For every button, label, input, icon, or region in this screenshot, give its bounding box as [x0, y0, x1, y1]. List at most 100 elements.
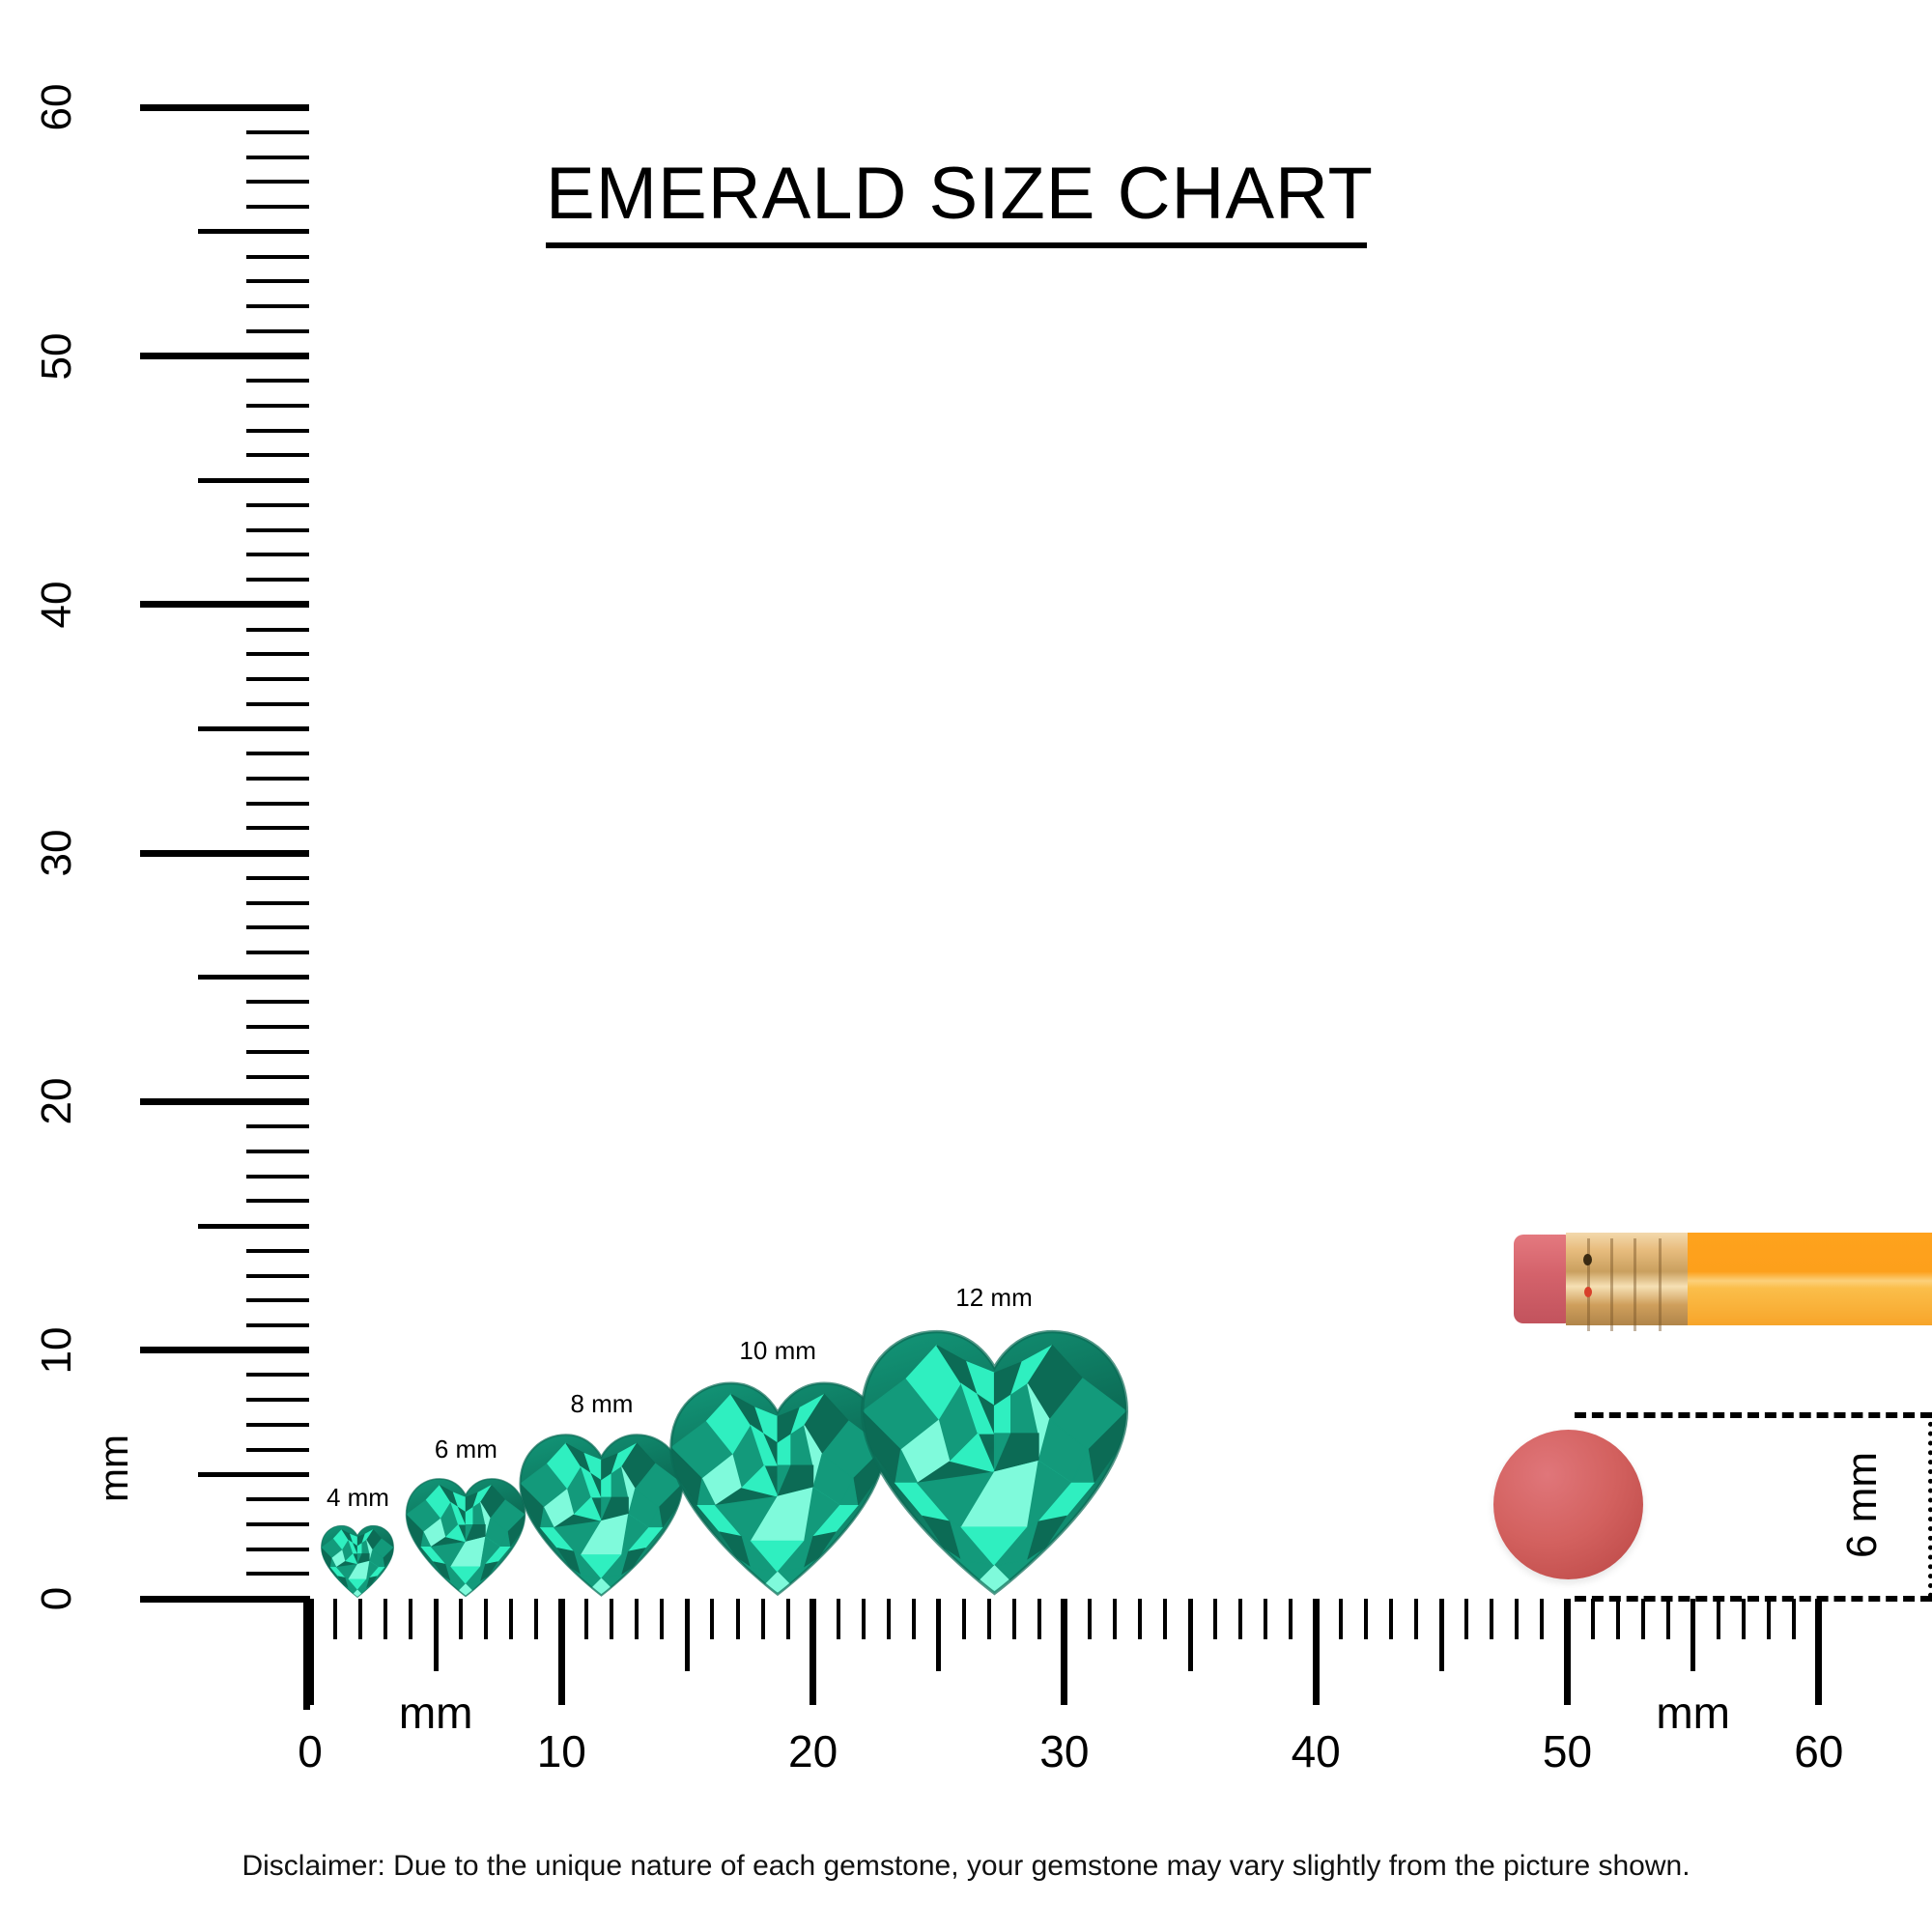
dimension-line-right: [1928, 1412, 1932, 1598]
vruler-tick-37: [246, 676, 309, 681]
hruler-label-40: 40: [1291, 1726, 1341, 1776]
vruler-tick-38: [246, 652, 309, 657]
vruler-tick-25: [198, 975, 309, 980]
vruler-tick-7: [246, 1422, 309, 1427]
vruler-label-30: 30: [33, 829, 80, 877]
vruler-label-50: 50: [33, 332, 80, 380]
hruler-tick-2: [358, 1599, 363, 1639]
vruler-tick-43: [246, 527, 309, 532]
hruler-tick-49: [1540, 1599, 1545, 1639]
vruler-tick-48: [246, 403, 309, 408]
gemstone-6mm: [404, 1475, 527, 1599]
ruler-corner-bracket-vert: [303, 1595, 310, 1710]
vruler-tick-22: [246, 1049, 309, 1054]
vruler-tick-60: [140, 103, 309, 111]
hruler-label-20: 20: [788, 1726, 838, 1776]
hruler-tick-30: [1061, 1599, 1068, 1705]
gemstone-label-6mm: 6 mm: [434, 1435, 497, 1463]
vruler-tick-54: [246, 254, 309, 259]
hruler-tick-56: [1716, 1599, 1720, 1639]
gemstone-label-12mm: 12 mm: [955, 1283, 1033, 1312]
hruler-unit-label-left: mm: [398, 1688, 473, 1738]
vertical-ruler: [140, 87, 309, 1603]
hruler-tick-11: [584, 1599, 589, 1639]
vruler-tick-9: [246, 1373, 309, 1378]
hruler-tick-8: [509, 1599, 514, 1639]
hruler-tick-23: [886, 1599, 891, 1639]
hruler-tick-3: [384, 1599, 388, 1639]
pencil-body: [1688, 1233, 1932, 1325]
vruler-tick-24: [246, 1000, 309, 1005]
hruler-tick-29: [1037, 1599, 1041, 1639]
hruler-unit-label-right: mm: [1656, 1688, 1730, 1738]
vruler-tick-46: [246, 453, 309, 458]
vruler-tick-11: [246, 1322, 309, 1327]
hruler-label-0: 0: [298, 1726, 323, 1776]
vruler-tick-49: [246, 379, 309, 384]
hruler-tick-20: [810, 1599, 817, 1705]
hruler-tick-1: [333, 1599, 338, 1639]
gemstone-label-10mm: 10 mm: [739, 1336, 816, 1365]
hruler-tick-13: [635, 1599, 639, 1639]
vruler-tick-5: [198, 1471, 309, 1477]
hruler-tick-33: [1137, 1599, 1142, 1639]
ferrule-dot-red: [1584, 1287, 1592, 1297]
gemstone-label-4mm: 4 mm: [326, 1483, 389, 1512]
hruler-tick-55: [1690, 1599, 1696, 1671]
hruler-tick-59: [1791, 1599, 1796, 1639]
hruler-tick-27: [986, 1599, 991, 1639]
vruler-tick-3: [246, 1521, 309, 1526]
vruler-tick-53: [246, 279, 309, 284]
hruler-tick-41: [1339, 1599, 1344, 1639]
hruler-label-60: 60: [1794, 1726, 1844, 1776]
vruler-tick-40: [140, 601, 309, 609]
hruler-tick-48: [1515, 1599, 1520, 1639]
horizontal-ruler: [306, 1599, 1823, 1715]
vruler-tick-18: [246, 1149, 309, 1153]
hruler-tick-53: [1640, 1599, 1645, 1639]
hruler-tick-45: [1438, 1599, 1444, 1671]
ruler-corner-bracket: [140, 1595, 310, 1603]
vruler-tick-39: [246, 627, 309, 632]
hruler-tick-10: [557, 1599, 565, 1705]
hruler-tick-17: [735, 1599, 740, 1639]
hruler-tick-24: [911, 1599, 916, 1639]
hruler-tick-9: [534, 1599, 539, 1639]
hruler-tick-40: [1312, 1599, 1320, 1705]
hruler-tick-58: [1766, 1599, 1771, 1639]
vruler-tick-19: [246, 1124, 309, 1129]
dimension-line-top: [1575, 1412, 1932, 1418]
vruler-tick-10: [140, 1347, 309, 1354]
hruler-tick-34: [1163, 1599, 1168, 1639]
hruler-tick-26: [961, 1599, 966, 1639]
disclaimer-text: Disclaimer: Due to the unique nature of …: [242, 1850, 1690, 1882]
hruler-tick-52: [1615, 1599, 1620, 1639]
vruler-tick-6: [246, 1447, 309, 1452]
vruler-tick-16: [246, 1199, 309, 1204]
vruler-tick-33: [246, 776, 309, 781]
vruler-tick-8: [246, 1398, 309, 1403]
hruler-tick-18: [760, 1599, 765, 1639]
vruler-label-10: 10: [33, 1326, 80, 1375]
vruler-tick-27: [246, 925, 309, 930]
hruler-label-50: 50: [1542, 1726, 1593, 1776]
vruler-tick-1: [246, 1572, 309, 1577]
vruler-tick-20: [140, 1097, 309, 1105]
hruler-tick-32: [1112, 1599, 1117, 1639]
vruler-tick-42: [246, 553, 309, 557]
vruler-tick-47: [246, 428, 309, 433]
hruler-tick-4: [409, 1599, 413, 1639]
vruler-tick-2: [246, 1547, 309, 1551]
hruler-tick-43: [1389, 1599, 1394, 1639]
gemstone-4mm: [320, 1523, 395, 1599]
vruler-tick-34: [246, 752, 309, 756]
vruler-tick-14: [246, 1248, 309, 1253]
hruler-tick-5: [433, 1599, 439, 1671]
eraser-dimension-label: 6 mm: [1838, 1452, 1886, 1558]
vruler-tick-57: [246, 180, 309, 185]
vruler-tick-12: [246, 1298, 309, 1303]
hruler-label-30: 30: [1039, 1726, 1090, 1776]
hruler-tick-44: [1414, 1599, 1419, 1639]
hruler-tick-38: [1264, 1599, 1268, 1639]
